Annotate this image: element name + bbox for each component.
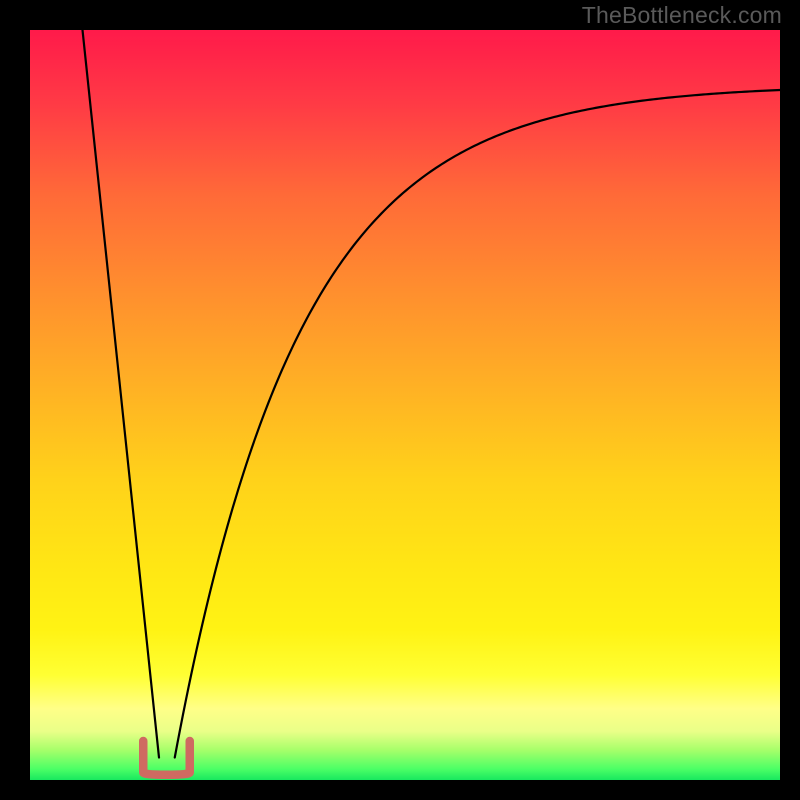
curve-dip-marker	[143, 741, 190, 775]
curve-left-branch	[83, 30, 160, 758]
watermark-text: TheBottleneck.com	[582, 2, 782, 29]
chart-container: TheBottleneck.com	[0, 0, 800, 800]
curve-right-branch	[175, 90, 780, 758]
svg-overlay	[0, 0, 800, 800]
